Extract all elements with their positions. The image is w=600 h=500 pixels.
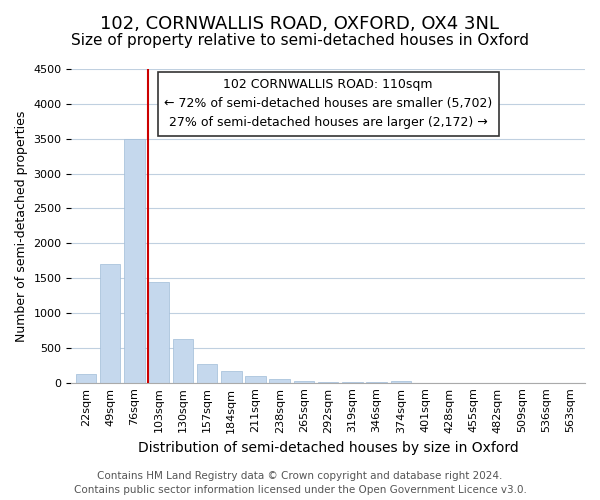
Bar xyxy=(124,138,145,382)
Bar xyxy=(221,371,242,382)
Bar xyxy=(293,380,314,382)
Text: Contains HM Land Registry data © Crown copyright and database right 2024.
Contai: Contains HM Land Registry data © Crown c… xyxy=(74,471,526,495)
Text: Size of property relative to semi-detached houses in Oxford: Size of property relative to semi-detach… xyxy=(71,32,529,48)
Bar xyxy=(245,376,266,382)
Text: 102 CORNWALLIS ROAD: 110sqm
← 72% of semi-detached houses are smaller (5,702)
27: 102 CORNWALLIS ROAD: 110sqm ← 72% of sem… xyxy=(164,78,493,130)
Bar xyxy=(148,282,169,382)
X-axis label: Distribution of semi-detached houses by size in Oxford: Distribution of semi-detached houses by … xyxy=(138,441,518,455)
Bar xyxy=(197,364,217,382)
Y-axis label: Number of semi-detached properties: Number of semi-detached properties xyxy=(15,110,28,342)
Bar xyxy=(100,264,121,382)
Bar xyxy=(173,339,193,382)
Bar xyxy=(76,374,96,382)
Text: 102, CORNWALLIS ROAD, OXFORD, OX4 3NL: 102, CORNWALLIS ROAD, OXFORD, OX4 3NL xyxy=(101,15,499,33)
Bar xyxy=(269,379,290,382)
Bar xyxy=(391,380,411,382)
